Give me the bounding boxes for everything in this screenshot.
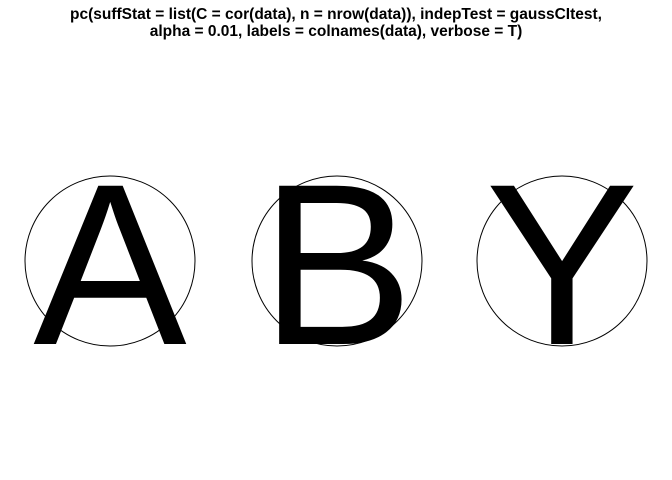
node-B-label: B (260, 136, 413, 393)
node-B-circle (251, 175, 423, 347)
node-A-label: A (33, 136, 186, 393)
node-Y-circle (476, 175, 648, 347)
plot-title: pc(suffStat = list(C = cor(data), n = nr… (0, 6, 672, 40)
node-Y-label: Y (485, 136, 638, 393)
node-B: B (251, 136, 423, 393)
node-A-circle (24, 175, 196, 347)
plot-title-line-2: alpha = 0.01, labels = colnames(data), v… (149, 23, 523, 40)
node-Y: Y (476, 136, 648, 393)
plot-title-line-1: pc(suffStat = list(C = cor(data), n = nr… (70, 6, 602, 23)
node-A: A (24, 136, 196, 393)
